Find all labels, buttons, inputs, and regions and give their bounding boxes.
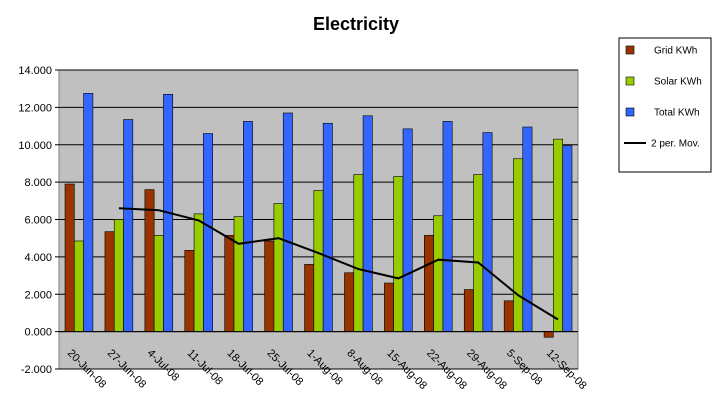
y-tick-label: 10.000	[18, 140, 52, 152]
bar-solar-kwh-7	[353, 174, 364, 332]
y-tick-label: 0.000	[24, 327, 52, 339]
legend-label: 2 per. Mov.	[651, 139, 700, 150]
bar-solar-kwh-6	[313, 190, 324, 332]
bar-grid-kwh-6	[304, 264, 315, 332]
bar-total-kwh-8	[402, 128, 413, 332]
bar-solar-kwh-1	[113, 219, 124, 332]
y-tick-label: -2.000	[21, 364, 52, 376]
bar-total-kwh-12	[562, 145, 573, 332]
bar-solar-kwh-12	[553, 138, 563, 332]
bar-total-kwh-4	[243, 121, 253, 332]
legend-swatch	[625, 107, 635, 117]
legend-box	[618, 37, 712, 173]
bar-solar-kwh-10	[473, 174, 484, 332]
moving-average-polyline	[118, 207, 559, 321]
bar-grid-kwh-9	[424, 235, 434, 332]
bar-solar-kwh-11	[513, 158, 524, 332]
bar-grid-kwh-1	[104, 231, 115, 332]
bar-grid-kwh-5	[264, 240, 275, 332]
y-tick-label: 8.000	[24, 177, 52, 189]
legend-swatch	[625, 45, 635, 55]
bar-total-kwh-5	[282, 112, 293, 332]
bar-total-kwh-6	[322, 122, 333, 332]
chart-title: Electricity	[313, 14, 399, 34]
bar-solar-kwh-4	[233, 216, 244, 332]
legend-label: Grid KWh	[654, 46, 697, 57]
bar-solar-kwh-3	[193, 213, 204, 332]
bar-solar-kwh-8	[393, 176, 404, 332]
y-axis-ticks: 14.000 12.000 10.000 8.000 6.000 4.000 2.000 0.…	[18, 65, 59, 376]
bar-grid-kwh-12	[543, 331, 554, 338]
legend-label: Total KWh	[654, 108, 700, 119]
bar-total-kwh-10	[482, 132, 493, 332]
bar-total-kwh-1	[123, 119, 134, 332]
bar-grid-kwh-3	[184, 250, 195, 332]
y-tick-label: 4.000	[24, 252, 52, 264]
bar-solar-kwh-0	[74, 240, 84, 332]
bar-grid-kwh-11	[503, 300, 514, 332]
bars	[59, 93, 578, 338]
legend-label: Solar KWh	[654, 77, 702, 88]
bar-total-kwh-3	[203, 133, 213, 332]
legend-swatch	[625, 76, 635, 86]
legend: Grid KWh Solar KWh Total KWh 2 per. Mov.	[618, 37, 712, 173]
bar-grid-kwh-0	[64, 183, 75, 332]
y-tick-label: 12.000	[18, 102, 52, 114]
bar-grid-kwh-8	[384, 282, 394, 332]
bar-solar-kwh-5	[273, 203, 284, 332]
bar-solar-kwh-2	[153, 235, 164, 332]
bar-total-kwh-7	[362, 115, 373, 332]
y-tick-label: 14.000	[18, 65, 52, 77]
bar-total-kwh-0	[83, 93, 94, 332]
bar-grid-kwh-7	[344, 272, 355, 332]
bar-grid-kwh-4	[224, 235, 235, 332]
moving-average-line	[118, 207, 559, 321]
bar-solar-kwh-9	[433, 215, 444, 332]
y-tick-label: 2.000	[24, 289, 52, 301]
bar-total-kwh-9	[442, 121, 453, 332]
y-tick-label: 6.000	[24, 215, 52, 227]
bar-grid-kwh-10	[463, 289, 474, 332]
